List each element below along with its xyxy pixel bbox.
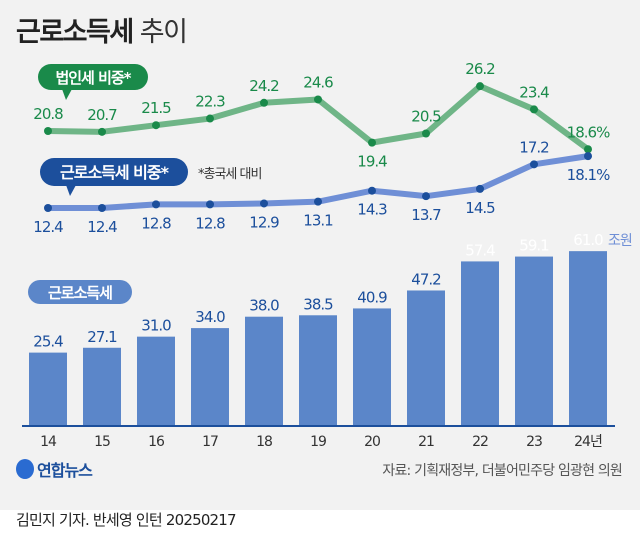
bar xyxy=(191,328,229,425)
bar xyxy=(407,290,445,425)
data-point xyxy=(476,184,484,193)
bar xyxy=(137,336,175,425)
bar-value-label: 38.5 xyxy=(303,295,333,313)
x-tick-label: 15 xyxy=(94,434,110,450)
data-label: 12.8 xyxy=(141,214,171,232)
legend-blue-bubble xyxy=(40,158,188,186)
data-label: 21.5 xyxy=(141,99,171,117)
bar xyxy=(569,251,607,425)
data-point xyxy=(368,186,376,195)
bar-value-label: 25.4 xyxy=(33,333,63,351)
data-label: 12.4 xyxy=(87,218,117,236)
credit: 김민지 기자. 반세영 인턴 20250217 xyxy=(16,511,237,529)
legend-bar-label: 근로소득세 xyxy=(48,284,112,302)
x-tick-label: 19 xyxy=(310,434,326,450)
data-point xyxy=(368,138,376,147)
data-point xyxy=(98,127,106,136)
data-label: 17.2 xyxy=(519,138,549,156)
data-point xyxy=(44,127,52,135)
bar-value-label: 61.0 xyxy=(573,231,603,249)
data-point xyxy=(206,114,214,123)
x-tick-label: 23 xyxy=(526,434,542,450)
data-point xyxy=(152,200,160,209)
data-label: 24.2 xyxy=(249,77,279,95)
data-label: 13.7 xyxy=(411,206,441,224)
legend-green-label: 법인세 비중* xyxy=(55,69,131,87)
data-point xyxy=(584,145,592,154)
data-point xyxy=(314,95,322,104)
data-point xyxy=(422,129,430,138)
x-tick-label: 17 xyxy=(202,434,218,450)
data-point xyxy=(314,197,322,206)
bar xyxy=(353,308,391,425)
x-tick-label: 16 xyxy=(148,434,165,450)
data-point xyxy=(422,192,430,201)
bar-value-label: 31.0 xyxy=(141,317,171,335)
data-point xyxy=(260,98,268,107)
data-point xyxy=(206,200,214,209)
logo-icon xyxy=(16,459,34,479)
data-label: 23.4 xyxy=(519,83,549,101)
x-tick-label: 22 xyxy=(472,434,488,450)
yonhap-logo: 연합뉴스 xyxy=(16,457,93,481)
bar-value-label: 47.2 xyxy=(411,270,441,288)
bar xyxy=(245,316,283,425)
bar xyxy=(83,347,121,425)
data-point xyxy=(476,82,484,91)
data-point xyxy=(98,204,106,212)
x-tick-label: 24년 xyxy=(574,434,602,450)
data-label: 13.1 xyxy=(303,212,333,230)
bar-value-label: 59.1 xyxy=(519,237,549,255)
bar-value-label: 38.0 xyxy=(249,297,279,315)
data-label: 12.4 xyxy=(33,218,63,236)
bar-value-label: 27.1 xyxy=(87,328,117,346)
data-label: 22.3 xyxy=(195,93,225,111)
data-point xyxy=(584,152,592,161)
data-label: 24.6 xyxy=(303,73,333,91)
data-point xyxy=(530,105,538,114)
bar xyxy=(461,261,499,425)
data-label: 19.4 xyxy=(357,153,387,171)
legend-bar-bubble xyxy=(28,280,132,304)
legend-blue-pointer xyxy=(66,185,76,196)
source-note: 자료: 기획재정부, 더불어민주당 임광현 의원 xyxy=(382,463,622,479)
legend-green-bubble xyxy=(38,64,148,90)
data-label: 26.2 xyxy=(465,60,495,78)
x-tick-label: 18 xyxy=(256,434,272,450)
data-label: 20.8 xyxy=(33,105,63,123)
data-label: 14.3 xyxy=(357,201,387,219)
data-label: 18.6% xyxy=(567,123,610,141)
bar-value-label: 34.0 xyxy=(195,308,225,326)
data-point xyxy=(530,160,538,169)
bar-unit-label: 조원 xyxy=(608,233,632,249)
data-point xyxy=(260,199,268,208)
bar xyxy=(299,315,337,425)
footnote-label: *총국세 대비 xyxy=(198,167,261,182)
data-label: 12.9 xyxy=(249,213,279,231)
data-label: 20.5 xyxy=(411,107,441,125)
x-tick-label: 20 xyxy=(364,434,380,450)
page-title: 근로소득세 추이 xyxy=(16,17,188,48)
bar xyxy=(515,256,553,425)
x-tick-label: 21 xyxy=(418,434,434,450)
bar-value-label: 40.9 xyxy=(357,288,387,306)
legend-green-pointer xyxy=(62,89,72,100)
data-label: 14.5 xyxy=(465,199,495,217)
data-point xyxy=(44,204,52,212)
data-label: 20.7 xyxy=(87,106,117,124)
legend-blue-label: 근로소득세 비중* xyxy=(60,163,170,182)
data-label: 12.8 xyxy=(195,214,225,232)
data-point xyxy=(152,121,160,130)
bar xyxy=(29,352,67,425)
bar-value-label: 57.4 xyxy=(465,241,495,259)
chart-svg: 25.4 14 27.1 15 31.0 16 34.0 17 38.0 18 38.5 19 40.9… xyxy=(22,60,633,450)
data-label: 18.1% xyxy=(567,166,610,184)
x-tick-label: 14 xyxy=(40,434,57,450)
